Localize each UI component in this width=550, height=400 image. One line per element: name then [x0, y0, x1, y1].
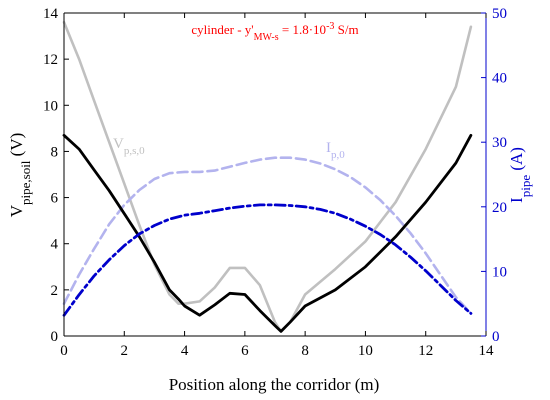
series-line-v-p-s-0 — [62, 20, 473, 333]
y-left-tick-label: 6 — [51, 191, 59, 207]
x-tick-label: 8 — [301, 343, 309, 359]
x-tick-label: 0 — [60, 343, 68, 359]
series-label-i-p0: Ip,0 — [326, 140, 345, 161]
series-label-i-main: I — [326, 140, 331, 156]
y-left-tick-label: 14 — [43, 6, 59, 22]
series-line-i-p-0 — [62, 156, 473, 315]
y-right-tick-label: 50 — [492, 6, 507, 22]
y-right-tick-label: 0 — [492, 329, 500, 345]
x-tick-label: 12 — [418, 343, 433, 359]
y-right-unit: (A) — [507, 147, 526, 175]
series-layer — [62, 20, 473, 333]
series-label-v-sub: p,s,0 — [124, 145, 145, 157]
y-right-sub: pipe — [518, 175, 533, 198]
x-tick-label: 14 — [479, 343, 495, 359]
y-right-tick-label: 10 — [492, 264, 507, 280]
x-tick-label: 6 — [241, 343, 249, 359]
title-tail: S/m — [334, 22, 358, 37]
x-tick-label: 10 — [358, 343, 373, 359]
series-label-i-sub: p,0 — [331, 149, 345, 161]
x-tick-label: 4 — [181, 343, 189, 359]
y-right-main: I — [507, 197, 526, 203]
y-right-tick-label: 40 — [492, 71, 507, 87]
series-label-v-main: V — [113, 136, 124, 152]
y-left-tick-label: 0 — [51, 329, 59, 345]
y-left-main: V — [7, 204, 26, 217]
y-right-axis-label: Ipipe (A) — [507, 147, 533, 203]
y-left-tick-label: 8 — [51, 144, 59, 160]
axes-layer — [63, 12, 487, 337]
title-sup: -3 — [326, 21, 334, 32]
title-main: cylinder - y' — [191, 22, 253, 37]
series-label-v-ps0: Vp,s,0 — [113, 136, 145, 157]
title-mid: = 1.8·10 — [279, 22, 326, 37]
y-right-tick-label: 20 — [492, 200, 507, 216]
y-left-sub: pipe,soil — [18, 160, 33, 205]
y-left-tick-label: 4 — [51, 237, 59, 253]
series-line-i-pipe — [62, 203, 473, 317]
y-left-axis-label: Vpipe,soil (V) — [7, 133, 33, 218]
x-tick-label: 2 — [121, 343, 129, 359]
chart-title: cylinder - y'MW-s = 1.8·10-3 S/m — [191, 21, 358, 43]
y-left-unit: (V) — [7, 133, 26, 161]
y-left-tick-label: 2 — [51, 283, 59, 299]
y-right-tick-label: 30 — [492, 135, 507, 151]
y-left-tick-label: 12 — [43, 52, 58, 68]
y-left-tick-label: 10 — [43, 98, 58, 114]
title-sub: MW-s — [254, 32, 279, 43]
series-line-v-pipe-soil — [62, 133, 473, 333]
x-axis-label: Position along the corridor (m) — [169, 375, 380, 394]
